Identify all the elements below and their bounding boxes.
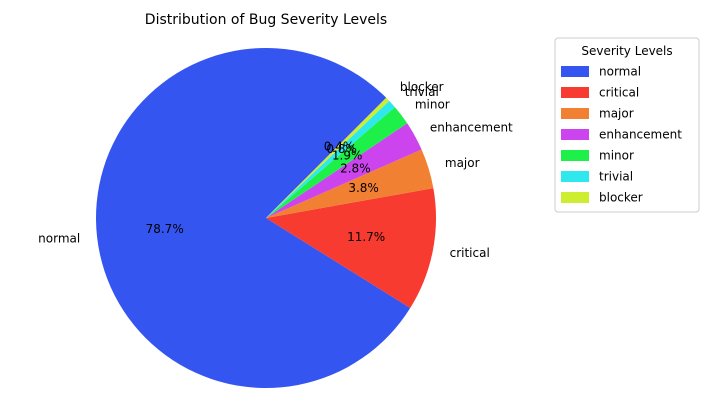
slice-label-minor: minor	[415, 97, 450, 111]
pie-slice-critical	[266, 188, 437, 308]
legend-swatch-normal	[561, 66, 589, 77]
slice-percent-enhancement: 2.8%	[340, 161, 371, 175]
legend-swatch-minor	[561, 150, 589, 161]
pie-slice-trivial	[266, 100, 395, 218]
legend-swatch-enhancement	[561, 129, 589, 140]
slice-percent-normal: 78.7%	[146, 222, 184, 236]
legend: Severity Levels normal critical major enhan…	[554, 37, 700, 213]
pie-slice-minor	[266, 107, 408, 218]
pie-labels: normal 78.7% critical 11.7% major 3.8% enhance…	[38, 80, 513, 260]
slice-percent-minor: 1.9%	[332, 149, 363, 163]
legend-label-enhancement: enhancement	[599, 128, 682, 142]
slice-label-blocker: blocker	[400, 80, 444, 94]
pie-slices	[95, 48, 437, 388]
legend-items: normal critical major enhancement minor trivi…	[561, 65, 682, 205]
pie-slice-major	[266, 149, 434, 218]
pie-slice-enhancement	[266, 123, 422, 218]
pie-slice-normal	[95, 48, 411, 388]
legend-title: Severity Levels	[581, 44, 672, 58]
slice-percent-critical: 11.7%	[347, 230, 385, 244]
legend-frame	[554, 37, 700, 213]
chart-title: Distribution of Bug Severity Levels	[145, 12, 387, 28]
legend-swatch-blocker	[561, 192, 589, 203]
legend-swatch-trivial	[561, 171, 589, 182]
legend-swatch-major	[561, 108, 589, 119]
slice-label-major: major	[445, 156, 480, 170]
legend-swatch-critical	[561, 87, 589, 98]
legend-label-major: major	[599, 107, 634, 121]
slice-label-trivial: trivial	[405, 85, 439, 99]
legend-label-minor: minor	[599, 149, 634, 163]
slice-label-critical: critical	[450, 246, 490, 260]
slice-label-enhancement: enhancement	[430, 120, 513, 134]
legend-label-normal: normal	[599, 65, 641, 79]
slice-percent-major: 3.8%	[348, 181, 379, 195]
slice-percent-trivial: 0.8%	[326, 142, 357, 156]
slice-percent-blocker: 0.4%	[324, 139, 355, 153]
pie-slice-blocker	[266, 97, 390, 218]
legend-label-critical: critical	[599, 86, 639, 100]
slice-label-normal: normal	[38, 232, 80, 246]
legend-label-trivial: trivial	[599, 170, 633, 184]
legend-label-blocker: blocker	[599, 191, 643, 205]
